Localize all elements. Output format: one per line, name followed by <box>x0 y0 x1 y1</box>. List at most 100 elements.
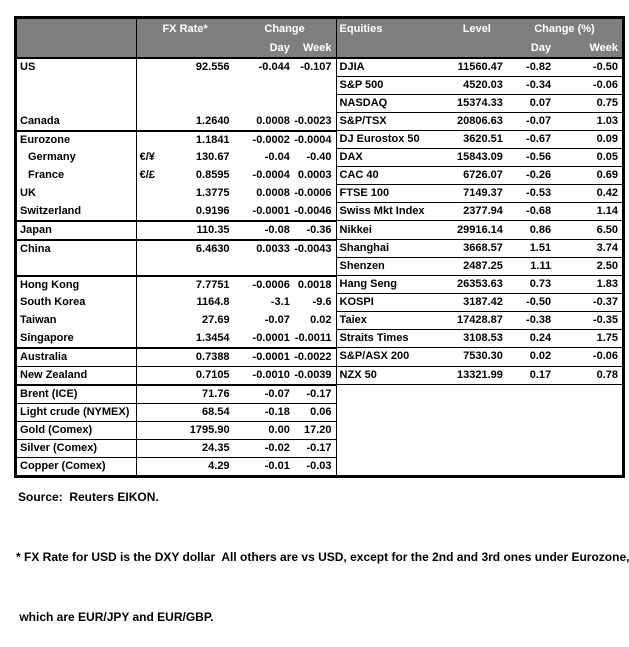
table-row: Hong Kong 7.7751 -0.0006 0.0018 Hang Sen… <box>15 275 624 294</box>
currency-pair-label <box>136 347 170 367</box>
equity-change-day-value <box>507 385 557 404</box>
fx-change-week-value: -0.0022 <box>291 347 337 367</box>
fx-change-week-value <box>291 94 337 113</box>
equity-change-day-value: -0.82 <box>506 58 558 77</box>
currency-pair-label <box>136 329 170 349</box>
equity-name: Straits Times <box>336 329 447 348</box>
table-row: Switzerland 0.9196 -0.0001 -0.0046 Swiss… <box>15 202 624 222</box>
equity-name: Hang Seng <box>336 275 447 294</box>
equity-name: S&P 500 <box>336 76 447 95</box>
equity-change-day-value: 0.86 <box>506 220 558 240</box>
currency-pair-label: €/£ <box>139 169 155 181</box>
label-column-header <box>15 17 137 38</box>
fx-change-day-value: -0.0004 <box>252 169 290 181</box>
header-row-2: Day Week Day Week <box>15 38 624 59</box>
equity-change-week-value: 0.78 <box>557 366 624 385</box>
fx-change-week-value: -0.40 <box>291 148 337 167</box>
equities-header: Equities <box>336 17 447 38</box>
currency-pair-label <box>136 276 169 294</box>
equity-level-value: 3187.42 <box>446 293 507 312</box>
country-label: Japan <box>15 220 137 241</box>
country-label: Switzerland <box>15 202 137 222</box>
equity-level-value: 3668.57 <box>446 239 507 258</box>
table-row: Taiwan 27.69 -0.07 0.02 Taiex 17428.87 -… <box>15 311 624 330</box>
country-label: Taiwan <box>15 311 137 330</box>
fx-equities-table: FX Rate* Change Equities Level Change (%… <box>14 16 625 478</box>
equity-name: NZX 50 <box>336 366 447 385</box>
equity-change-day-value: -0.67 <box>506 130 558 149</box>
fx-change-week-value: -0.17 <box>291 384 337 404</box>
equity-change-day-value: -0.34 <box>506 76 558 95</box>
equity-name: DAX <box>336 148 447 167</box>
equity-level-value <box>447 421 507 439</box>
currency-pair-label <box>136 439 170 458</box>
fx-change-day-value: -0.0001 <box>233 347 292 367</box>
fx-change-week-value: -0.36 <box>291 220 337 241</box>
country-label: New Zealand <box>15 366 137 386</box>
country-label: Silver (Comex) <box>15 439 137 458</box>
equity-change-day-value: 1.11 <box>506 257 558 276</box>
equity-change-day-value: 0.73 <box>506 275 558 294</box>
fx-change-week-value: 0.06 <box>291 403 337 422</box>
fx-change-day-value: -0.0006 <box>252 278 290 291</box>
fx-rate-value: 7.7751 <box>195 278 230 291</box>
equity-change-day-value: 0.24 <box>506 329 558 348</box>
fx-change-week-value: -0.0043 <box>291 239 337 258</box>
fx-change-week-value: -0.107 <box>291 58 337 77</box>
equity-level-value: 3620.51 <box>446 130 507 149</box>
fx-rate-value: 1.3454 <box>169 329 234 349</box>
fx-change-week-value: -0.0046 <box>291 202 337 222</box>
table-row: France €/£ 0.8595 -0.0004 0.0003 CAC 40 … <box>15 166 624 185</box>
country-label: Eurozone <box>15 130 137 149</box>
equity-name: DJ Eurostox 50 <box>336 130 447 149</box>
fx-change-week-value: -0.0011 <box>291 329 337 349</box>
equity-name: S&P/ASX 200 <box>336 347 447 367</box>
equity-level-value <box>447 403 507 421</box>
fx-subheader <box>169 38 234 59</box>
fx-rate-value: 1164.8 <box>196 296 230 308</box>
fx-rate-value <box>169 77 233 95</box>
fx-change-day-value <box>234 77 292 95</box>
equity-change-week-value: 2.50 <box>557 257 624 276</box>
equity-level-value: 2487.25 <box>446 257 507 276</box>
country-label: South Korea <box>15 293 137 312</box>
table-row: Gold (Comex) 1795.90 0.00 17.20 <box>15 421 624 440</box>
equity-level-value: 7149.37 <box>446 184 507 203</box>
country-label: UK <box>15 184 137 203</box>
currency-pair-label <box>136 366 170 386</box>
table-row: South Korea 1164.8 -3.1 -9.6 KOSPI 3187.… <box>15 293 624 312</box>
equity-change-day-value: -0.38 <box>506 311 558 330</box>
table-header: FX Rate* Change Equities Level Change (%… <box>15 17 624 59</box>
equity-change-week-value <box>557 385 623 404</box>
currency-pair-label <box>136 384 170 404</box>
currency-pair-label <box>136 220 170 241</box>
fx-rate-value: 1.2640 <box>169 112 234 132</box>
equity-name <box>336 403 447 421</box>
equity-name: S&P/TSX <box>336 112 447 131</box>
source-note: Source: Reuters EIKON. <box>18 490 159 504</box>
equity-level-value: 17428.87 <box>446 311 507 330</box>
table-row: US 92.556 -0.044 -0.107 DJIA 11560.47 -0… <box>15 58 624 77</box>
fx-change-day-value: -0.04 <box>264 151 290 163</box>
equity-change-week-value: -0.50 <box>557 58 624 77</box>
equity-change-day-value: 0.17 <box>506 366 558 385</box>
currency-pair-label <box>136 421 170 440</box>
fx-change-week-value: 17.20 <box>291 421 337 440</box>
equity-change-week-value: 1.14 <box>557 202 624 221</box>
equity-change-week-value: -0.35 <box>557 311 624 330</box>
country-label <box>15 76 137 95</box>
currency-pair-label <box>136 112 170 132</box>
equity-change-week-value: 0.69 <box>557 166 624 185</box>
equity-change-day-value <box>507 403 557 421</box>
equity-level-value: 2377.94 <box>446 202 507 221</box>
fx-rate-value: 0.8595 <box>195 169 230 181</box>
country-label: Singapore <box>15 329 137 349</box>
equity-week-header: Week <box>557 38 624 59</box>
fx-change-day-value: 0.0008 <box>233 112 292 132</box>
table-row: Silver (Comex) 24.35 -0.02 -0.17 <box>15 439 624 458</box>
level-header: Level <box>446 17 507 38</box>
currency-pair-label <box>136 240 169 258</box>
fx-rate-value: 0.9196 <box>169 202 234 222</box>
fx-change-week-value: -0.0004 <box>291 130 337 149</box>
equity-level-value: 7530.30 <box>446 347 507 367</box>
